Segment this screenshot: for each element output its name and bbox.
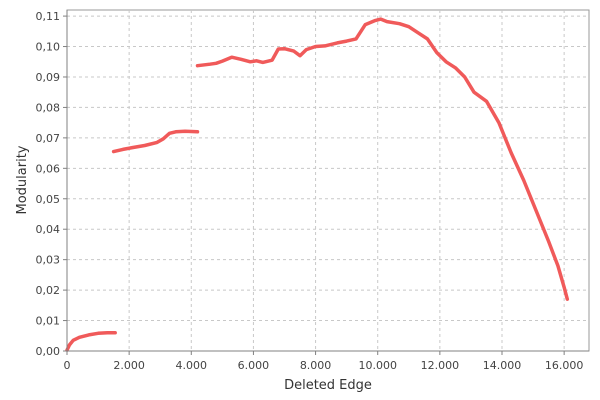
y-axis-ticks: 0,00 0,01 0,02 0,03 0,04 0,05 0,06 0,07 0,08 0,09… xyxy=(36,10,67,358)
x-tick-label: 14.000 xyxy=(483,359,522,372)
y-axis-label: Modularity xyxy=(15,145,30,214)
series-line-segment xyxy=(65,330,117,352)
y-tick-label: 0,05 xyxy=(36,193,61,206)
y-tick-label: 0,09 xyxy=(36,71,61,84)
x-tick-label: 4.000 xyxy=(176,359,208,372)
x-tick-label: 2.000 xyxy=(113,359,145,372)
x-tick-label: 0 xyxy=(64,359,71,372)
y-tick-label: 0,02 xyxy=(36,284,61,297)
x-tick-label: 8.000 xyxy=(300,359,332,372)
y-tick-label: 0,11 xyxy=(36,10,61,23)
x-axis-ticks: 0 2.000 4.000 6.000 8.000 10.000 12.000 14.000 1… xyxy=(64,351,584,372)
x-tick-label: 6.000 xyxy=(238,359,270,372)
plot-area xyxy=(66,9,590,352)
x-tick-label: 16.000 xyxy=(545,359,584,372)
x-tick-label: 10.000 xyxy=(358,359,397,372)
y-tick-label: 0,03 xyxy=(36,254,61,267)
y-tick-label: 0,10 xyxy=(36,41,61,54)
y-tick-label: 0,07 xyxy=(36,132,61,145)
data-series xyxy=(65,17,570,352)
y-tick-label: 0,06 xyxy=(36,162,61,175)
series-line-segment xyxy=(111,129,200,154)
series-line-segment xyxy=(195,17,570,301)
y-tick-label: 0,04 xyxy=(36,223,61,236)
y-tick-label: 0,01 xyxy=(36,315,61,328)
y-tick-label: 0,08 xyxy=(36,101,61,114)
x-tick-label: 12.000 xyxy=(421,359,460,372)
y-tick-label: 0,00 xyxy=(36,345,61,358)
x-axis-label: Deleted Edge xyxy=(284,378,372,393)
